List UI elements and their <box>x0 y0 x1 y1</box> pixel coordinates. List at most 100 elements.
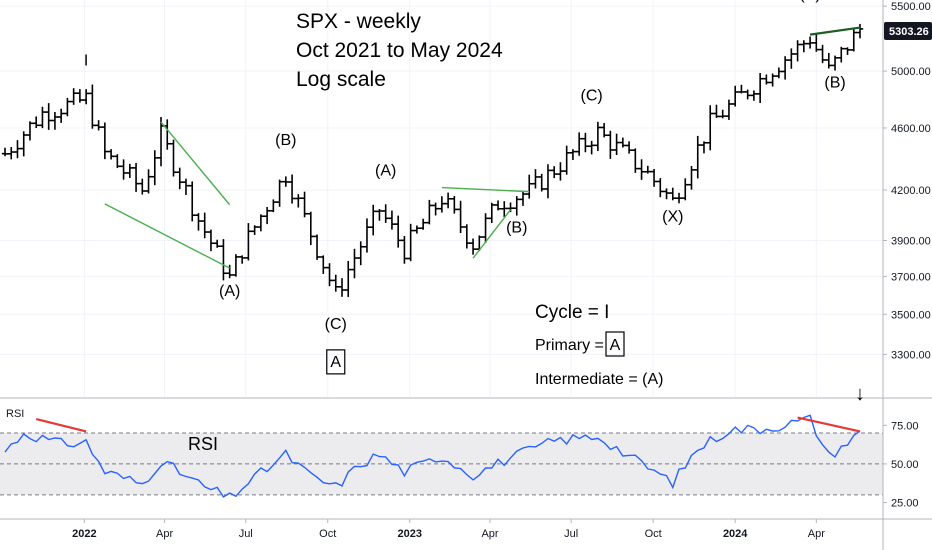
x-tick-label: Apr <box>808 528 825 540</box>
ohlc-bar <box>388 210 396 230</box>
ohlc-bar <box>756 73 764 104</box>
trendline <box>104 203 230 269</box>
x-tick-label: Apr <box>481 528 498 540</box>
ohlc-bar <box>657 178 664 198</box>
ohlc-bar <box>588 140 595 155</box>
ohlc-bar <box>644 165 652 174</box>
ohlc-bar <box>569 149 577 160</box>
ohlc-bar <box>825 52 832 69</box>
ohlc-bar <box>532 169 539 189</box>
ohlc-bar <box>451 195 458 214</box>
ohlc-bar <box>201 212 208 239</box>
last-price-badge <box>884 21 932 40</box>
ohlc-bar <box>407 223 414 262</box>
rsi-panel-label: RSI <box>188 434 218 454</box>
legend-primary: Primary = <box>535 337 604 354</box>
x-tick-label: 2023 <box>398 528 422 540</box>
ohlc-bar <box>682 178 689 201</box>
ohlc-bar <box>288 174 296 204</box>
rsi-y-tick-label: 75.00 <box>891 420 919 432</box>
ohlc-bar <box>850 28 857 52</box>
ohlc-bar <box>376 208 383 221</box>
ohlc-bar <box>213 239 221 248</box>
arrow-down-icon: ↓ <box>855 383 865 405</box>
last-price-label: 5303.26 <box>889 26 929 38</box>
ohlc-bar <box>781 56 789 80</box>
ohlc-bar <box>8 147 15 160</box>
ohlc-bar <box>501 201 508 218</box>
ohlc-bar <box>457 200 464 234</box>
ohlc-bar <box>844 47 851 55</box>
ohlc-bar <box>444 192 452 209</box>
ohlc-bar <box>95 120 102 131</box>
ohlc-bar <box>295 194 302 208</box>
ohlc-bar <box>538 173 545 192</box>
ohlc-bar <box>607 130 614 159</box>
ohlc-bar <box>557 162 564 181</box>
ohlc-bar <box>600 122 608 138</box>
price-grid <box>0 0 883 397</box>
legend-cycle: Cycle = I <box>535 302 609 323</box>
ohlc-bar <box>544 164 552 199</box>
ohlc-bar <box>370 204 377 236</box>
ohlc-bar <box>20 131 27 157</box>
y-tick-label: 3700.00 <box>891 271 931 283</box>
ohlc-bar <box>563 145 570 175</box>
trendlines <box>104 26 861 269</box>
ohlc-bar <box>363 218 371 253</box>
ohlc-bar <box>806 36 814 49</box>
ohlc-bar <box>494 200 502 211</box>
ohlc-bar <box>120 159 127 180</box>
ohlc-bar <box>700 141 708 154</box>
y-tick-label: 3900.00 <box>891 236 931 248</box>
x-tick-label: Jul <box>239 528 253 540</box>
ohlc-bar <box>469 238 477 255</box>
ohlc-bar <box>263 206 271 225</box>
ohlc-bar <box>245 223 252 261</box>
ohlc-bar <box>51 112 59 130</box>
ohlc-bar <box>320 255 327 274</box>
ohlc-bar <box>170 139 177 177</box>
ohlc-bar <box>45 103 52 130</box>
chart-title-line-1: SPX - weekly <box>296 10 421 33</box>
ohlc-bar <box>663 188 670 200</box>
ohlc-bar <box>257 214 265 232</box>
degree-legend: Cycle = I Primary = A Intermediate = (A) <box>535 302 664 388</box>
y-tick-label: 4200.00 <box>891 185 931 197</box>
y-tick-label: 5500.00 <box>891 1 931 13</box>
ohlc-bar <box>114 154 121 169</box>
ohlc-bar <box>519 190 527 206</box>
wave-label: (B) <box>506 220 527 237</box>
ohlc-bar <box>251 225 258 235</box>
y-tick-label: 3300.00 <box>891 349 931 361</box>
wave-label: (B) <box>824 75 845 92</box>
ohlc-bar <box>232 254 240 277</box>
ohlc-bar <box>763 74 770 85</box>
ohlc-bar <box>819 44 826 64</box>
ohlc-bar <box>182 178 190 195</box>
ohlc-bar <box>813 34 820 52</box>
ohlc-bar <box>33 116 40 128</box>
ohlc-bar <box>738 84 745 94</box>
ohlc-bar <box>394 215 402 248</box>
ohlc-bar <box>582 132 589 153</box>
ohlc-bar <box>619 137 627 148</box>
ohlc-bar <box>638 159 645 180</box>
rsi-line <box>4 414 861 498</box>
wave-label: A <box>330 354 341 371</box>
ohlc-bar <box>89 84 96 129</box>
ohlc-bar <box>419 218 427 230</box>
ohlc-bar <box>707 105 714 151</box>
ohlc-bar <box>594 121 602 152</box>
ohlc-bar <box>107 149 115 160</box>
ohlc-bar <box>694 135 701 179</box>
ohlc-bar <box>856 23 864 39</box>
ohlc-bar <box>276 179 283 207</box>
ohlc-bar <box>482 213 489 243</box>
ohlc-bar <box>432 202 439 216</box>
y-tick-label: 5000.00 <box>891 66 931 78</box>
ohlc-bar <box>731 85 739 107</box>
ohlc-bar <box>788 48 795 69</box>
wave-label: (A) <box>219 283 240 300</box>
